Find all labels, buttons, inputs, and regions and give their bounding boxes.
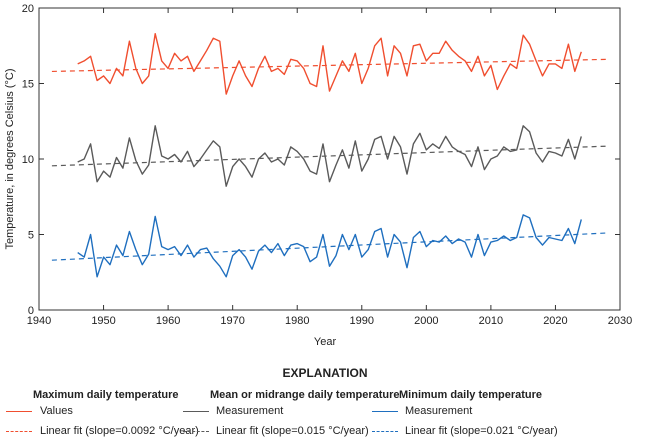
x-tick-label: 1980 [285,315,309,327]
series-line-mean [77,125,582,187]
series-line-max [77,33,582,95]
legend-swatch-max-fit [6,431,32,432]
y-tick-label: 20 [22,3,34,15]
legend-title: EXPLANATION [282,366,368,380]
x-tick-label: 1940 [27,315,51,327]
legend-label-mean-measurement: Measurement [216,405,284,417]
legend-heading-mean: Mean or midrange daily temperature [210,389,400,401]
legend-label-min-fit: Linear fit (slope=0.021 °C/year) [405,425,558,437]
fit-line-min [51,232,608,261]
x-tick-label: 2020 [543,315,567,327]
x-tick-label: 2000 [414,315,438,327]
series-line-min [77,214,582,278]
legend-heading-max: Maximum daily temperature [33,389,179,401]
x-tick-label: 2030 [608,315,632,327]
x-tick-label: 2010 [479,315,503,327]
x-tick-label: 1960 [156,315,180,327]
legend-label-min-measurement: Measurement [405,405,473,417]
x-axis-label: Year [314,336,337,348]
legend-swatch-min-fit [372,431,398,432]
legend-swatch-min-measurement [372,411,398,412]
legend-swatch-mean-measurement [183,411,209,412]
x-tick-label: 1950 [91,315,115,327]
legend-label-max-values: Values [40,405,73,417]
fit-line-mean [51,145,608,167]
y-tick-label: 0 [28,305,34,317]
legend-swatch-max-values [6,411,32,412]
plot-svg: 1940 1950 1960 1970 1980 1990 2000 2010 2020 2030… [4,3,632,348]
legend-swatch-mean-fit [183,431,209,432]
y-tick-label: 5 [28,230,34,242]
fit-line-max [51,58,608,73]
x-tick-label: 1970 [220,315,244,327]
legend-heading-min: Minimum daily temperature [399,389,543,401]
y-tick-label: 10 [22,154,34,166]
legend-label-mean-fit: Linear fit (slope=0.015 °C/year) [216,425,369,437]
x-tick-label: 1990 [350,315,374,327]
legend-label-max-fit: Linear fit (slope=0.0092 °C/year) [40,425,199,437]
y-tick-label: 15 [22,79,34,91]
y-axis-label: Temperature, in degrees Celsius (°C) [4,68,16,249]
